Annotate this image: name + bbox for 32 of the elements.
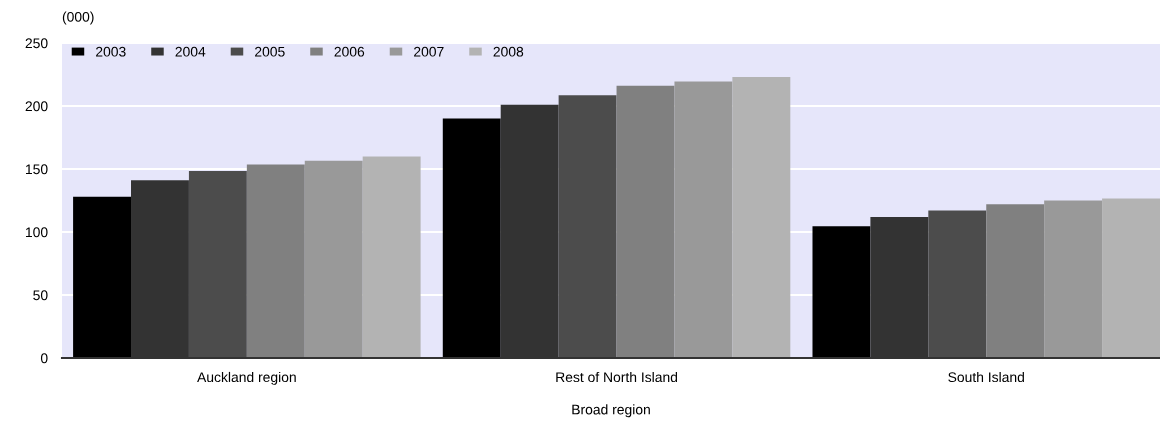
bar xyxy=(442,118,501,358)
legend-label: 2008 xyxy=(493,46,524,57)
legend-label: 2004 xyxy=(175,46,206,57)
legend-label: 2007 xyxy=(414,46,444,57)
bar xyxy=(558,95,617,358)
bar xyxy=(304,160,363,358)
y-tick-label: 100 xyxy=(26,227,48,238)
bar xyxy=(246,164,305,358)
y-tick-label: 250 xyxy=(25,38,48,49)
legend-label: 2005 xyxy=(255,46,285,57)
bar xyxy=(732,77,791,358)
y-tick-label: 150 xyxy=(26,164,48,175)
bar xyxy=(1044,200,1103,358)
bar xyxy=(188,170,247,358)
x-tick-label: Auckland region xyxy=(197,371,296,385)
bar xyxy=(986,204,1045,358)
y-tick-label: 200 xyxy=(25,101,48,112)
bar xyxy=(812,226,871,358)
y-tick-label: 50 xyxy=(33,290,48,301)
bar xyxy=(73,196,132,358)
y-tick-label: 0 xyxy=(40,353,48,364)
bar xyxy=(616,85,675,358)
x-tick-label: Rest of North Island xyxy=(556,371,678,383)
bar xyxy=(674,81,733,358)
legend-label: 2006 xyxy=(334,46,365,57)
y-axis-title: (000) xyxy=(62,11,94,25)
bar xyxy=(928,210,987,358)
legend-label: 2003 xyxy=(96,46,126,57)
x-tick-label: South Island xyxy=(948,371,1024,383)
bar xyxy=(362,156,421,358)
bar xyxy=(1102,198,1160,358)
x-axis-title: Broad region xyxy=(572,404,650,418)
